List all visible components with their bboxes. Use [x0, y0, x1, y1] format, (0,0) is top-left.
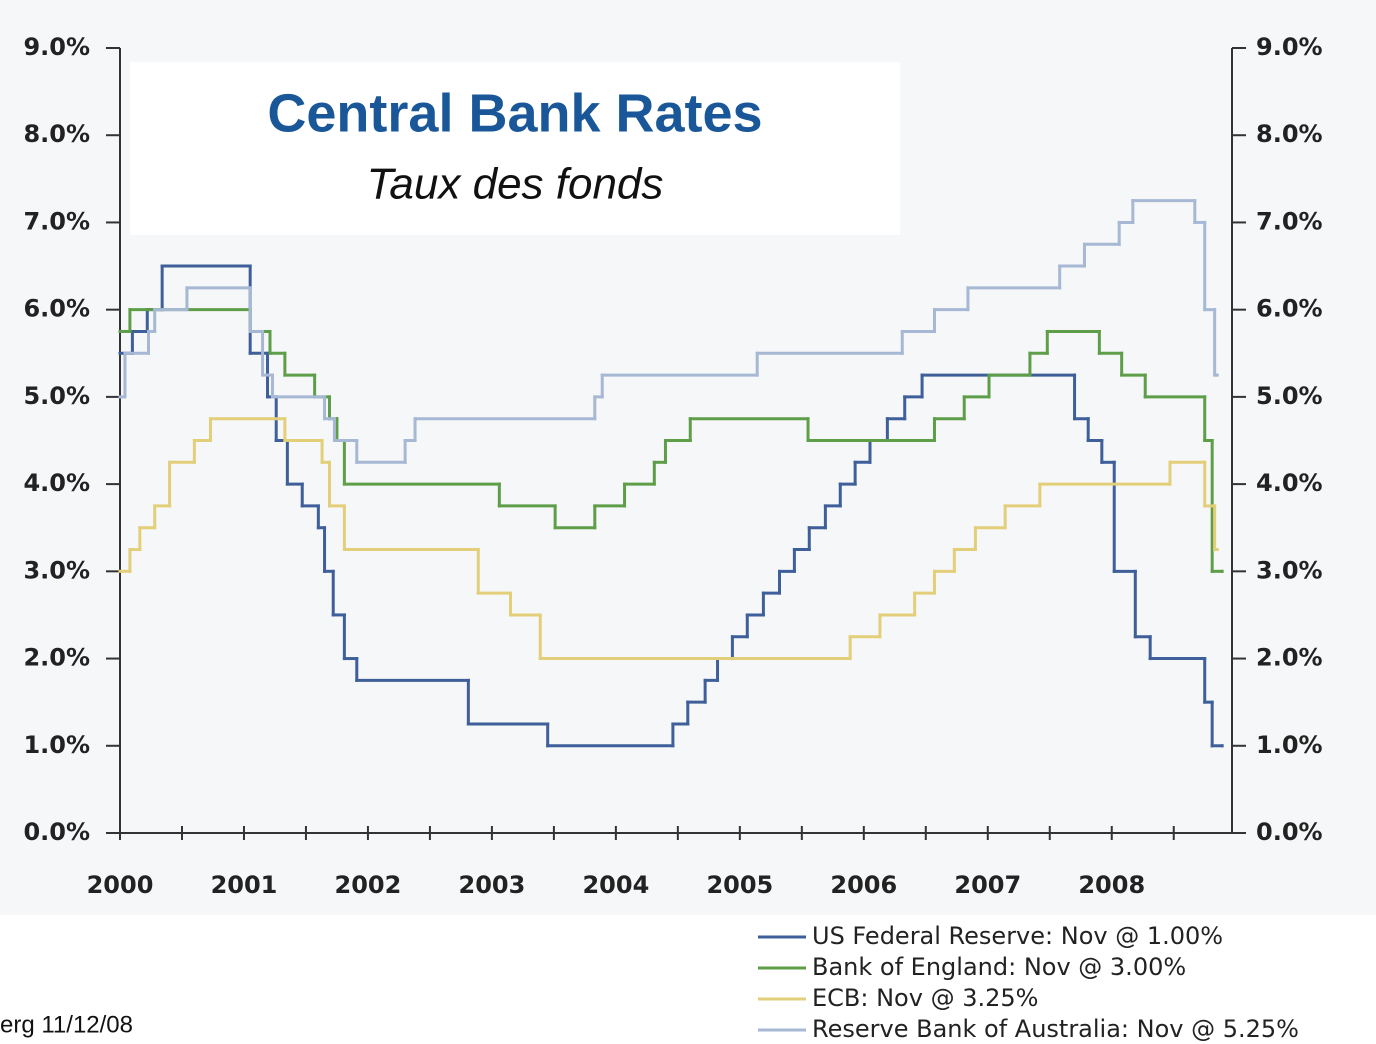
- y-tick-label: 7.0%: [23, 207, 90, 235]
- y-tick-label: 6.0%: [23, 295, 90, 323]
- x-tick-label: 2004: [582, 871, 649, 899]
- y2-tick-label: 5.0%: [1256, 382, 1323, 410]
- legend-label: Bank of England: Nov @ 3.00%: [812, 953, 1186, 981]
- y2-tick-label: 6.0%: [1256, 295, 1323, 323]
- y2-tick-label: 0.0%: [1256, 818, 1323, 846]
- y-tick-label: 5.0%: [23, 382, 90, 410]
- y2-tick-label: 7.0%: [1256, 207, 1323, 235]
- x-tick-label: 2006: [830, 871, 897, 899]
- y-tick-label: 0.0%: [23, 818, 90, 846]
- y-tick-label: 4.0%: [23, 469, 90, 497]
- y-tick-label: 1.0%: [23, 731, 90, 759]
- y2-tick-label: 2.0%: [1256, 644, 1323, 672]
- x-tick-label: 2007: [954, 871, 1021, 899]
- axes: 0.0% 1.0% 2.0% 3.0% 4.0% 5.0% 6.0% 7.0% 8.0% 9.0%…: [23, 33, 1322, 899]
- x-tick-label: 2005: [706, 871, 773, 899]
- y2-tick-label: 1.0%: [1256, 731, 1323, 759]
- x-tick-label: 2002: [335, 871, 402, 899]
- y-tick-label: 9.0%: [23, 33, 90, 61]
- legend: US Federal Reserve: Nov @ 1.00% Bank of E…: [758, 922, 1299, 1043]
- title-box: [130, 62, 900, 235]
- x-tick-label: 2000: [87, 871, 154, 899]
- legend-label: Reserve Bank of Australia: Nov @ 5.25%: [812, 1015, 1299, 1043]
- chart-title: Central Bank Rates: [267, 83, 762, 143]
- series: [118, 199, 1224, 748]
- y2-tick-label: 8.0%: [1256, 120, 1323, 148]
- source: erg 11/12/08: [0, 1011, 133, 1038]
- legend-label: US Federal Reserve: Nov @ 1.00%: [812, 922, 1223, 950]
- y-tick-label: 8.0%: [23, 120, 90, 148]
- x-tick-label: 2003: [459, 871, 526, 899]
- x-tick-label: 2001: [211, 871, 278, 899]
- chart-subtitle: Taux des fonds: [367, 160, 664, 209]
- legend-label: ECB: Nov @ 3.25%: [812, 984, 1038, 1012]
- y-tick-label: 2.0%: [23, 644, 90, 672]
- x-tick-label: 2008: [1078, 871, 1145, 899]
- y2-tick-label: 3.0%: [1256, 556, 1323, 584]
- y2-tick-label: 4.0%: [1256, 469, 1323, 497]
- y2-tick-label: 9.0%: [1256, 33, 1323, 61]
- y-tick-label: 3.0%: [23, 556, 90, 584]
